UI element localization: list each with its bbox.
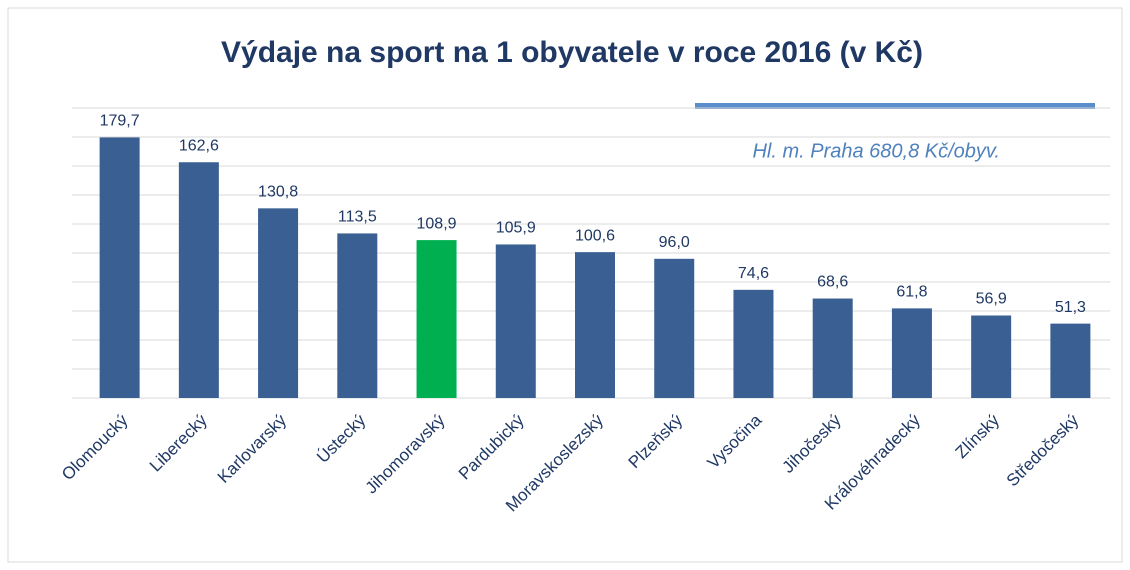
bar: [891, 308, 932, 398]
data-label: 130,8: [258, 184, 298, 201]
data-label: 96,0: [659, 234, 690, 251]
data-label: 108,9: [417, 215, 457, 232]
annotation: Hl. m. Praha 680,8 Kč/obyv.: [752, 140, 1000, 162]
chart-border: [7, 7, 1123, 563]
bar: [812, 298, 853, 398]
data-label: 100,6: [575, 227, 615, 244]
chart-title: Výdaje na sport na 1 obyvatele v roce 20…: [221, 36, 923, 69]
bar: [733, 289, 774, 398]
data-label: 74,6: [738, 265, 769, 282]
data-label: 113,5: [338, 209, 377, 226]
bar: [178, 162, 219, 398]
bar: [258, 208, 299, 398]
data-label: 68,6: [817, 274, 848, 291]
data-label: 61,8: [896, 284, 927, 301]
bar: [1050, 323, 1091, 398]
bar: [654, 258, 695, 398]
bar: [575, 252, 615, 398]
data-label: 51,3: [1055, 299, 1086, 316]
bar: [416, 240, 457, 398]
bar: [971, 315, 1012, 398]
data-label: 162,6: [179, 137, 219, 154]
bar: [495, 244, 536, 398]
data-label: 179,7: [100, 113, 140, 130]
data-label: 105,9: [496, 220, 536, 237]
bar: [99, 137, 140, 398]
data-label: 56,9: [976, 291, 1007, 308]
bar: [337, 233, 378, 398]
